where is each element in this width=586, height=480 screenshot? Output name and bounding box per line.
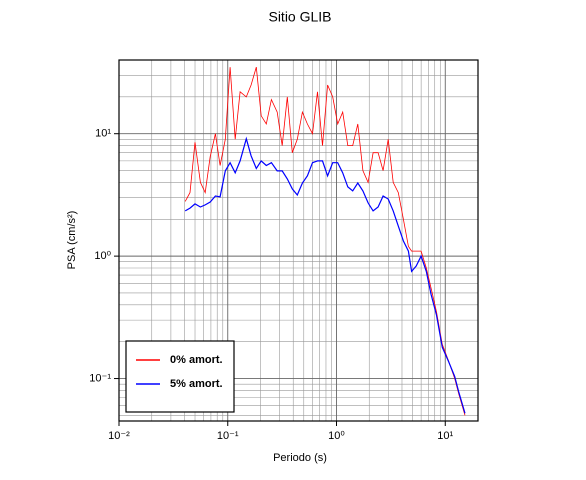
legend-label: 5% amort. bbox=[170, 378, 223, 390]
legend-label: 0% amort. bbox=[170, 354, 223, 366]
y-tick-label: 10¹ bbox=[95, 128, 111, 140]
series-line bbox=[184, 136, 466, 414]
x-tick-label: 10⁻² bbox=[108, 430, 130, 442]
x-axis-label: Periodo (s) bbox=[273, 452, 327, 464]
y-tick-label: 10⁰ bbox=[94, 250, 111, 262]
series-line bbox=[184, 66, 466, 416]
x-tick-label: 10⁰ bbox=[328, 430, 345, 442]
y-tick-label: 10⁻¹ bbox=[89, 372, 111, 384]
chart-title: Sitio GLIB bbox=[268, 9, 331, 25]
y-axis-label: PSA (cm/s²) bbox=[66, 211, 78, 270]
x-tick-label: 10⁻¹ bbox=[217, 430, 239, 442]
x-tick-label: 10¹ bbox=[437, 430, 453, 442]
plot-frame bbox=[118, 59, 479, 422]
legend-box bbox=[125, 340, 235, 413]
